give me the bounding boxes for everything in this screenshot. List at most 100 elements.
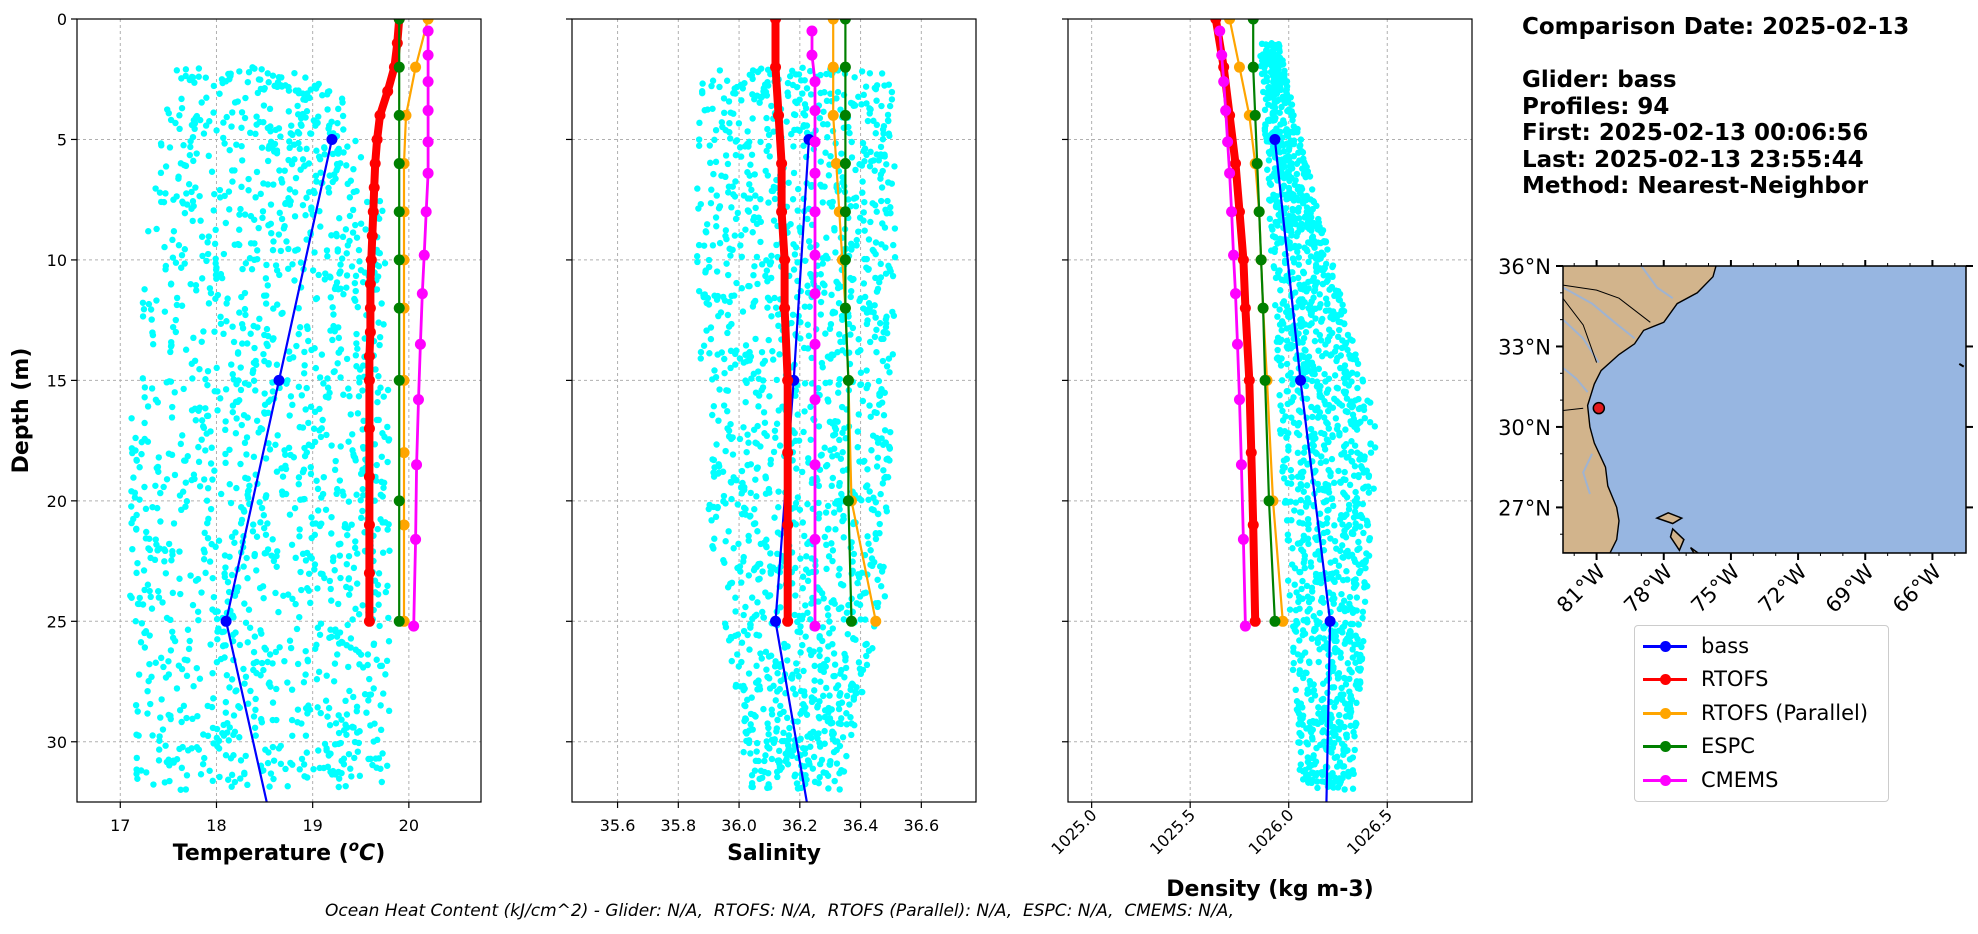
glider-scatter-point	[227, 499, 235, 507]
glider-scatter-point	[244, 781, 251, 789]
glider-scatter-point	[288, 716, 296, 724]
glider-scatter-point	[1343, 637, 1350, 644]
glider-scatter-point	[251, 633, 259, 640]
glider-scatter-point	[333, 232, 340, 240]
glider-scatter-point	[774, 757, 781, 764]
glider-scatter-point	[1261, 69, 1269, 76]
glider-scatter-point	[721, 369, 728, 377]
glider-scatter-point	[370, 685, 377, 692]
glider-scatter-point	[1309, 769, 1316, 777]
glider-scatter-point	[1345, 382, 1352, 389]
glider-scatter-point	[821, 533, 829, 541]
glider-scatter-point	[1342, 476, 1349, 484]
glider-scatter-point	[755, 392, 763, 399]
glider-scatter-point	[233, 415, 240, 422]
glider-scatter-point	[1340, 489, 1347, 496]
glider-scatter-point	[324, 384, 332, 391]
glider-scatter-point	[316, 427, 323, 434]
glider-scatter-point	[194, 712, 201, 720]
glider-scatter-point	[768, 102, 775, 110]
glider-scatter-point	[842, 664, 850, 672]
glider-scatter-point	[182, 66, 190, 73]
glider-scatter-point	[799, 707, 806, 714]
glider-scatter-point	[267, 770, 275, 777]
series-marker	[770, 61, 782, 73]
glider-scatter-point	[807, 616, 814, 623]
glider-scatter-point	[167, 712, 174, 719]
glider-scatter-point	[382, 671, 389, 678]
glider-scatter-point	[792, 499, 800, 507]
series-marker	[779, 302, 791, 314]
glider-scatter-point	[209, 476, 216, 483]
glider-scatter-point	[1294, 229, 1301, 236]
glider-scatter-point	[1278, 156, 1286, 163]
glider-scatter-point	[832, 249, 839, 256]
glider-scatter-point	[167, 647, 175, 654]
glider-position-marker	[1592, 401, 1606, 415]
glider-scatter-point	[740, 558, 747, 565]
glider-scatter-point	[343, 711, 351, 718]
glider-scatter-point	[155, 454, 162, 461]
glider-scatter-point	[311, 566, 318, 573]
glider-scatter-point	[190, 471, 198, 478]
glider-scatter-point	[187, 280, 194, 288]
glider-scatter-point	[1356, 685, 1363, 692]
glider-scatter-point	[1333, 763, 1341, 770]
glider-scatter-point	[253, 669, 260, 677]
glider-scatter-point	[300, 679, 308, 686]
glider-scatter-point	[233, 484, 240, 492]
glider-scatter-point	[766, 592, 774, 599]
glider-scatter-point	[737, 568, 744, 575]
glider-scatter-point	[269, 660, 276, 667]
glider-scatter-point	[305, 337, 312, 345]
glider-scatter-point	[243, 434, 251, 441]
glider-scatter-point	[746, 282, 753, 290]
glider-scatter-point	[360, 362, 367, 369]
x-tick-label: 19	[302, 816, 322, 835]
glider-scatter-point	[359, 602, 366, 609]
glider-scatter-point	[873, 208, 880, 215]
glider-scatter-point	[1274, 204, 1281, 211]
glider-scatter-point	[738, 97, 745, 104]
glider-scatter-point	[226, 481, 233, 488]
glider-scatter-point	[324, 91, 331, 98]
glider-scatter-point	[1297, 480, 1304, 488]
glider-scatter-point	[750, 426, 758, 433]
glider-scatter-point	[806, 303, 813, 310]
glider-scatter-point	[215, 537, 223, 544]
glider-scatter-point	[1265, 101, 1272, 108]
glider-scatter-point	[345, 575, 352, 583]
glider-scatter-point	[223, 729, 231, 736]
glider-scatter-point	[1343, 734, 1350, 741]
glider-scatter-point	[173, 193, 180, 200]
glider-scatter-point	[245, 187, 252, 194]
glider-scatter-point	[220, 250, 228, 258]
glider-scatter-point	[776, 663, 784, 670]
glider-scatter-point	[1296, 667, 1303, 674]
glider-scatter-point	[264, 759, 272, 767]
glider-scatter-point	[252, 130, 259, 138]
glider-scatter-point	[742, 226, 749, 233]
glider-scatter-point	[168, 557, 175, 564]
glider-scatter-point	[177, 264, 185, 271]
glider-scatter-point	[1312, 570, 1320, 578]
glider-scatter-point	[1335, 573, 1342, 581]
glider-scatter-point	[365, 697, 372, 704]
glider-scatter-point	[752, 476, 759, 483]
glider-scatter-point	[1277, 86, 1285, 94]
glider-scatter-point	[1352, 503, 1359, 510]
glider-scatter-point	[746, 181, 753, 188]
glider-scatter-point	[354, 410, 362, 417]
glider-scatter-point	[1287, 324, 1294, 331]
glider-scatter-point	[181, 260, 188, 267]
series-marker	[809, 249, 821, 261]
glider-scatter-point	[737, 242, 744, 249]
glider-scatter-point	[1286, 592, 1293, 599]
glider-scatter-point	[238, 157, 246, 164]
series-marker	[412, 394, 424, 406]
glider-scatter-point	[834, 418, 841, 425]
glider-scatter-point	[784, 643, 791, 650]
glider-scatter-point	[755, 403, 762, 410]
lat-tick-label: 27°N	[1498, 496, 1551, 520]
glider-scatter-point	[252, 194, 259, 201]
